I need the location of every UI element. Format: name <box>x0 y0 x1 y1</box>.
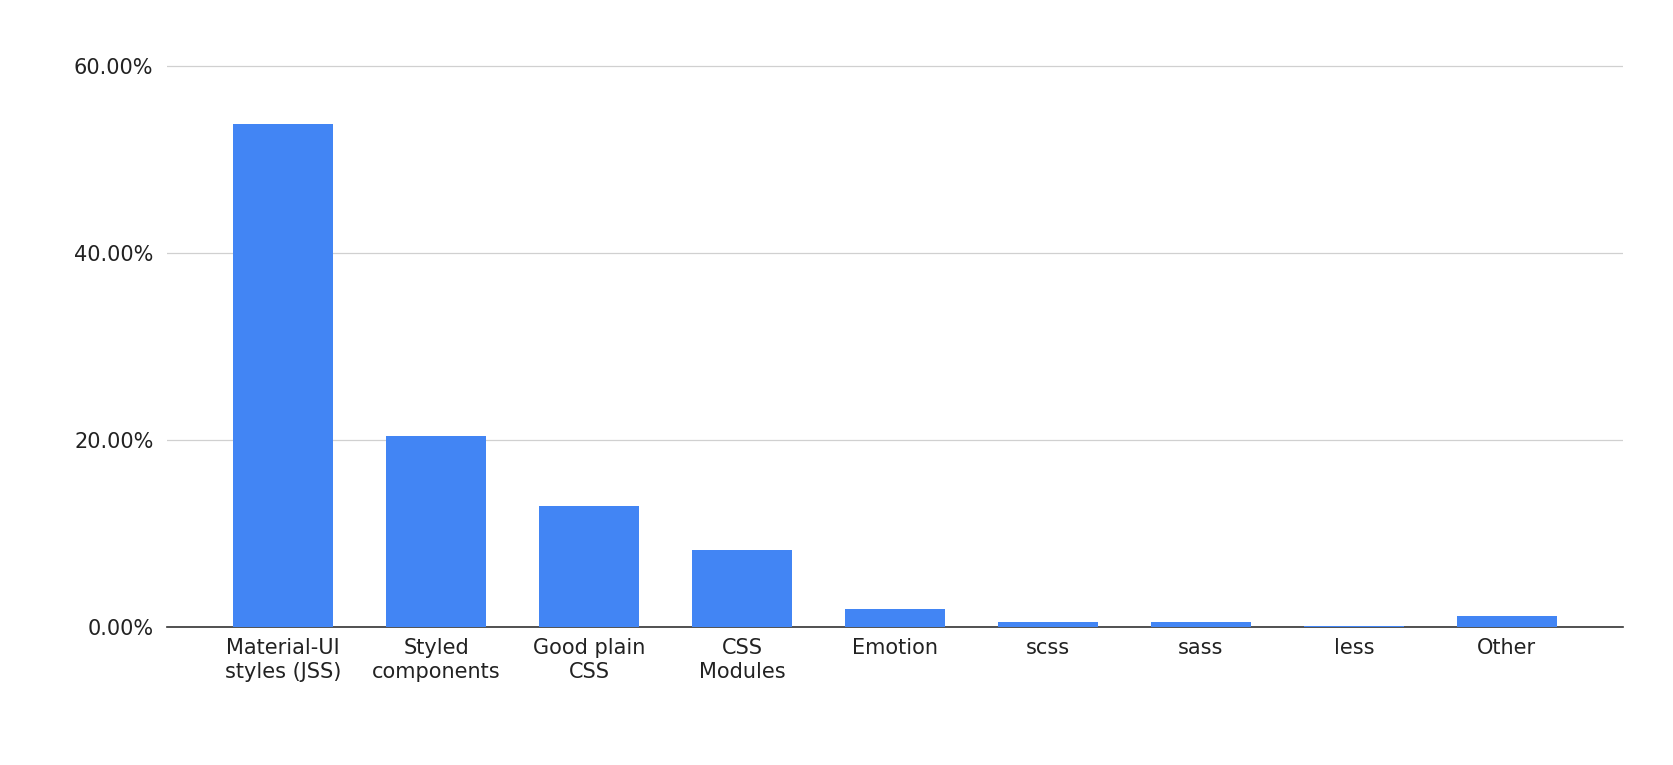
Bar <box>539 506 639 627</box>
Bar <box>386 437 485 627</box>
Bar <box>693 549 791 627</box>
Bar <box>1457 616 1556 627</box>
Bar <box>234 124 333 627</box>
Bar <box>845 609 945 627</box>
Bar <box>999 622 1097 627</box>
Bar <box>1151 622 1251 627</box>
